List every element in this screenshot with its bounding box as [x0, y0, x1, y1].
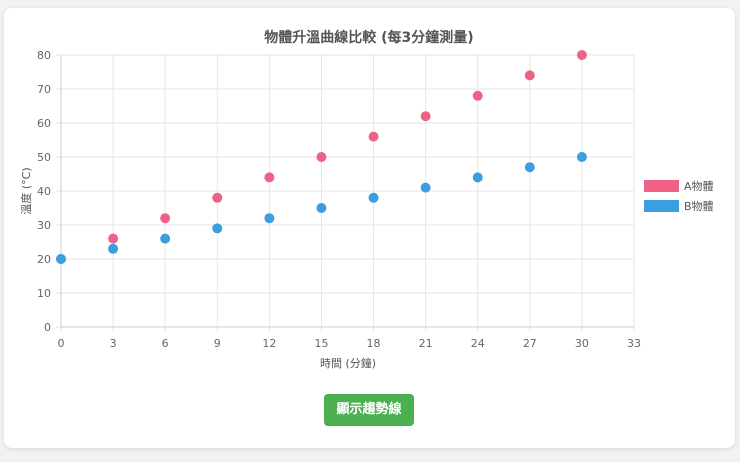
y-axis-label: 溫度 (°C) — [19, 167, 33, 214]
y-tick-label: 50 — [37, 151, 51, 164]
series-b-point — [264, 213, 275, 224]
legend-swatch — [644, 180, 679, 192]
series-a-point — [576, 50, 587, 60]
series-b-point — [316, 203, 327, 213]
chart-legend: A物體 B物體 — [644, 179, 714, 213]
series-b-point — [160, 233, 171, 244]
y-tick-label: 40 — [37, 185, 51, 198]
show-trendline-button[interactable]: 顯示趨勢線 — [324, 394, 414, 426]
x-tick-label: 6 — [162, 337, 169, 350]
chart-grid — [56, 54, 635, 332]
chart-points — [56, 50, 587, 264]
chart-card — [4, 8, 735, 448]
series-b-point — [368, 192, 379, 203]
legend-label: B物體 — [684, 199, 714, 213]
series-b-point — [212, 223, 223, 234]
y-tick-label: 10 — [37, 287, 51, 300]
x-tick-label: 33 — [627, 337, 641, 350]
series-b-point — [524, 162, 535, 173]
x-tick-label: 0 — [58, 337, 65, 350]
series-b-point — [472, 172, 483, 183]
series-a-point — [524, 70, 535, 81]
y-tick-label: 70 — [37, 83, 51, 96]
series-a-point — [212, 192, 223, 203]
y-tick-label: 60 — [37, 117, 51, 130]
series-b-point — [108, 243, 119, 254]
x-tick-label: 15 — [314, 337, 328, 350]
series-b-point — [56, 254, 66, 264]
series-a-point — [108, 233, 119, 244]
x-tick-label: 30 — [575, 337, 589, 350]
series-a-point — [264, 172, 275, 183]
x-tick-label: 27 — [523, 337, 537, 350]
series-a-point — [420, 111, 431, 122]
y-tick-label: 30 — [37, 219, 51, 232]
series-a-point — [472, 90, 483, 101]
series-a-point — [160, 213, 171, 224]
y-tick-label: 20 — [37, 253, 51, 266]
series-a-point — [316, 152, 327, 162]
x-tick-label: 21 — [419, 337, 433, 350]
x-axis-label: 時間 (分鐘) — [320, 356, 376, 370]
y-tick-label: 80 — [37, 49, 51, 62]
series-b-point — [420, 182, 431, 193]
x-tick-label: 24 — [471, 337, 485, 350]
chart-axes: 0 3 6 9 12 15 18 21 24 27 30 33 0 10 20 30 40 50 60 70 80 — [37, 49, 641, 350]
y-tick-label: 0 — [44, 321, 51, 334]
chart-title: 物體升溫曲線比較 (每3分鐘測量) — [264, 29, 473, 46]
x-tick-label: 3 — [110, 337, 117, 350]
x-tick-label: 9 — [214, 337, 221, 350]
legend-swatch — [644, 200, 679, 212]
series-a-point — [368, 131, 379, 142]
legend-label: A物體 — [684, 179, 714, 193]
x-tick-label: 18 — [367, 337, 381, 350]
x-tick-label: 12 — [262, 337, 276, 350]
series-b-point — [576, 152, 587, 162]
